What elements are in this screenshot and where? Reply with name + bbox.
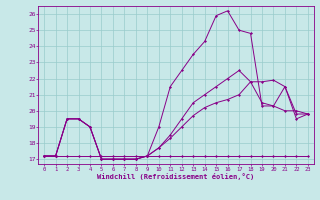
X-axis label: Windchill (Refroidissement éolien,°C): Windchill (Refroidissement éolien,°C) xyxy=(97,173,255,180)
